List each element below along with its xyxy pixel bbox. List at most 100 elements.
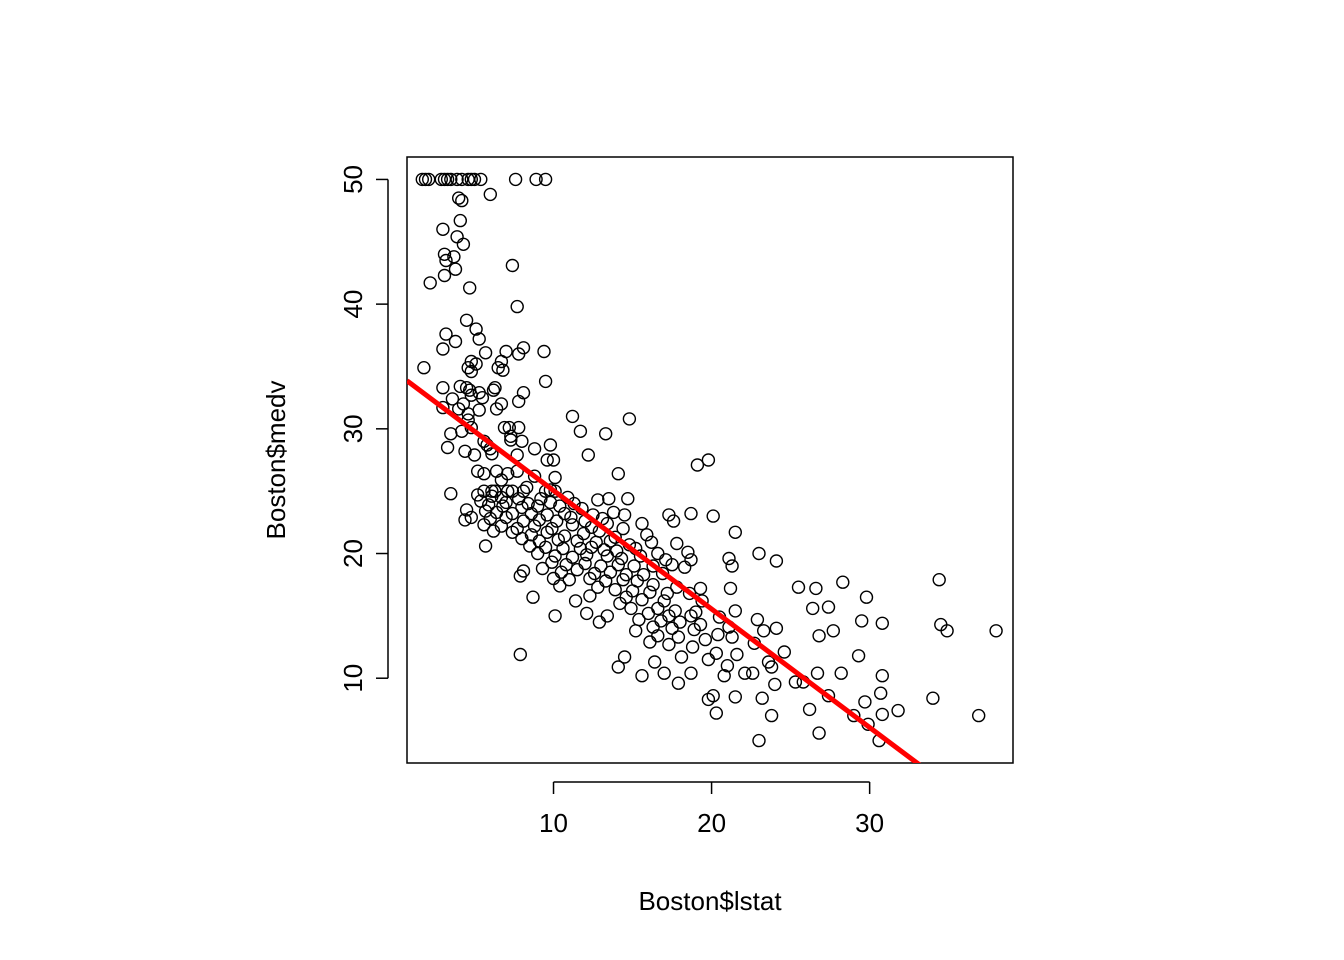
plot-area-frame [406,156,1014,764]
data-point [474,172,488,187]
data-point [940,624,954,638]
data-point [768,677,782,692]
data-point [622,412,637,426]
regression-line [407,378,922,763]
data-point [489,402,504,416]
data-point [701,652,716,667]
data-point [764,660,779,674]
data-point [777,645,791,659]
data-point [485,447,499,461]
data-point [527,469,542,483]
data-point [513,647,527,662]
data-point [717,669,731,683]
data-point [562,573,576,587]
data-point [616,521,630,536]
data-point [752,733,766,748]
data-point [553,579,567,593]
data-point [497,420,512,435]
data-point [515,500,529,515]
data-point [445,392,460,406]
data-point [444,427,458,441]
data-point [472,332,486,346]
data-point [701,692,716,707]
data-point [456,237,471,252]
data-point [494,397,509,411]
data-point [592,615,607,629]
y-tick-label: 30 [338,414,368,443]
data-point [461,407,475,421]
data-point [527,442,542,456]
data-point [764,708,779,723]
data-point [423,276,437,290]
data-point [632,612,646,627]
data-point [809,581,823,596]
data-point [471,488,485,502]
data-point [515,434,529,448]
data-point [576,526,591,541]
data-point [475,391,490,405]
data-point [477,518,491,532]
data-point [671,676,686,690]
data-point [540,525,554,539]
data-point [565,409,580,424]
y-tick-label: 20 [338,539,368,568]
data-point [617,508,632,522]
data-point [546,571,561,586]
data-point [722,551,736,566]
data-point [540,453,554,467]
data-point [512,394,526,409]
data-point [527,519,542,533]
data-point [548,609,562,623]
data-point [556,541,570,556]
data-point [769,554,784,568]
data-point [458,513,472,527]
data-point [597,543,611,557]
data-point [415,172,429,187]
data-point [644,535,659,549]
data-point [624,601,638,616]
data-point [587,566,602,581]
data-point [757,624,771,638]
data-point [512,347,526,361]
data-point [486,524,501,538]
data-point [684,666,698,680]
data-point [657,594,671,608]
data-point [472,403,486,417]
x-axis-title: Boston$lstat [638,886,782,916]
data-point [483,187,497,202]
data-point [602,492,616,506]
data-point [450,230,464,244]
data-point [448,334,463,349]
data-point [467,172,482,187]
data-point [646,578,660,592]
data-point [600,609,614,623]
data-point [689,605,703,619]
x-axis: 10 20 30 [539,781,884,838]
y-tick-label: 50 [338,165,368,194]
data-point [821,600,836,614]
data-point [810,666,825,680]
data-point [538,172,553,187]
data-point [599,427,613,441]
data-point [463,281,477,295]
data-point [478,346,493,360]
data-point [972,708,986,723]
data-point [570,534,584,548]
data-point [496,363,510,377]
data-point [826,624,840,638]
data-point [655,566,670,581]
data-point [665,558,679,572]
data-point [989,624,1003,638]
data-point [450,172,464,187]
data-points [415,172,1003,748]
data-point [821,689,836,703]
data-point [504,433,518,447]
data-point [769,621,784,635]
data-point [570,563,584,577]
y-tick-label: 40 [338,290,368,319]
data-point [436,342,450,356]
data-point [806,601,820,616]
data-point [635,516,649,531]
data-point [444,172,458,187]
data-point [439,327,453,341]
